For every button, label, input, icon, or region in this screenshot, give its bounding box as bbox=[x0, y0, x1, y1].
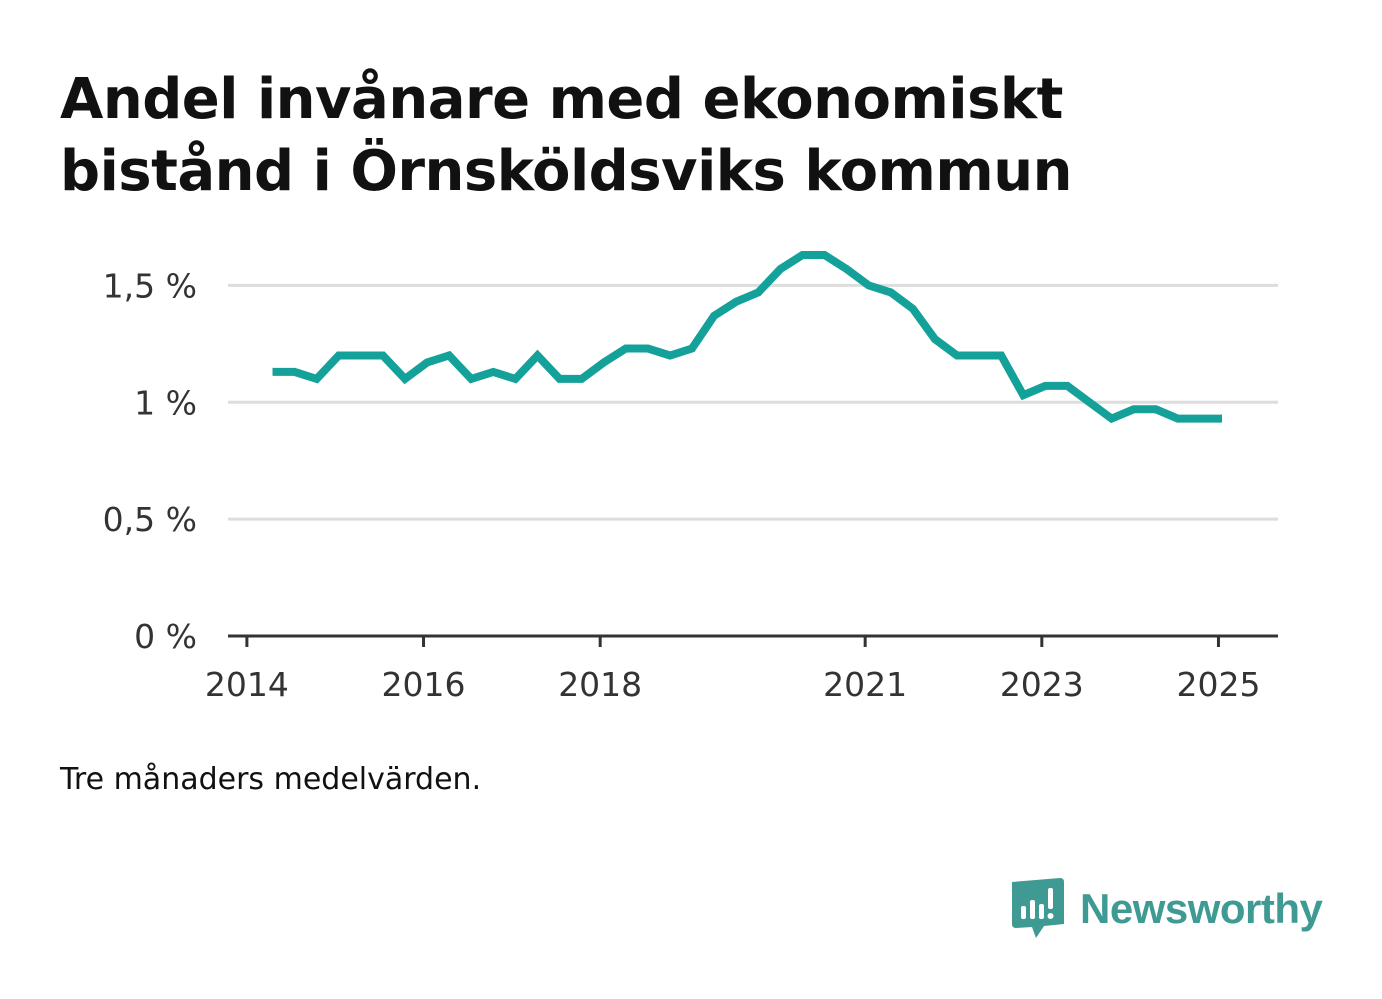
data-point bbox=[868, 285, 869, 286]
data-point bbox=[736, 301, 737, 302]
data-point bbox=[1111, 418, 1112, 419]
series-layer bbox=[272, 251, 1223, 424]
chart-footnote: Tre månaders medelvärden. bbox=[60, 762, 482, 797]
data-point bbox=[912, 308, 913, 309]
data-point bbox=[824, 255, 825, 256]
data-point bbox=[471, 378, 472, 379]
data-point bbox=[758, 292, 759, 293]
data-point bbox=[294, 371, 295, 372]
chart-title-line-1: Andel invånare med ekonomiskt bbox=[60, 67, 1063, 132]
data-point bbox=[802, 255, 803, 256]
data-point bbox=[670, 355, 671, 356]
data-point bbox=[338, 355, 339, 356]
data-point bbox=[1199, 418, 1200, 419]
data-point bbox=[537, 355, 538, 356]
data-point bbox=[1177, 418, 1178, 419]
data-point bbox=[360, 355, 361, 356]
data-point bbox=[603, 362, 604, 363]
data-point bbox=[647, 348, 648, 349]
series-line bbox=[272, 251, 1222, 424]
newsworthy-logo-icon bbox=[1012, 878, 1064, 938]
data-point bbox=[1089, 402, 1090, 403]
y-tick-label: 0,5 % bbox=[103, 500, 197, 539]
data-point bbox=[625, 348, 626, 349]
chart-title-line-2: bistånd i Örnsköldsviks kommun bbox=[60, 139, 1072, 204]
data-point bbox=[1155, 409, 1156, 410]
y-tick-label: 1,5 % bbox=[103, 266, 197, 305]
x-tick-label: 2016 bbox=[382, 665, 466, 704]
data-point bbox=[934, 339, 935, 340]
data-point bbox=[559, 378, 560, 379]
x-tick-label: 2014 bbox=[205, 665, 289, 704]
x-tick-label: 2021 bbox=[823, 665, 907, 704]
data-point bbox=[714, 315, 715, 316]
data-point bbox=[979, 355, 980, 356]
data-point bbox=[272, 371, 273, 372]
data-point bbox=[1023, 395, 1024, 396]
data-point bbox=[890, 292, 891, 293]
data-point bbox=[581, 378, 582, 379]
data-point bbox=[427, 362, 428, 363]
data-point bbox=[1133, 409, 1134, 410]
x-tick-label: 2025 bbox=[1176, 665, 1260, 704]
brand-logo: Newsworthy bbox=[1010, 876, 1323, 942]
brand-name: Newsworthy bbox=[1080, 885, 1323, 932]
y-axis-tick-labels: 0 % 0,5 % 1 % 1,5 % bbox=[103, 266, 197, 656]
data-point bbox=[1222, 418, 1223, 419]
data-point bbox=[449, 355, 450, 356]
data-point bbox=[405, 378, 406, 379]
grid-lines bbox=[228, 283, 1278, 521]
data-point bbox=[780, 269, 781, 270]
data-point bbox=[1067, 385, 1068, 386]
x-tick-label: 2018 bbox=[558, 665, 642, 704]
data-point bbox=[1045, 385, 1046, 386]
data-point bbox=[957, 355, 958, 356]
data-point bbox=[692, 348, 693, 349]
y-tick-label: 1 % bbox=[134, 383, 197, 422]
data-point bbox=[382, 355, 383, 356]
data-point bbox=[846, 269, 847, 270]
data-point bbox=[1001, 355, 1002, 356]
chart-title: Andel invånare med ekonomiskt bistånd i … bbox=[60, 64, 1320, 208]
data-point bbox=[493, 371, 494, 372]
data-point bbox=[316, 378, 317, 379]
x-axis-tick-labels: 2014 2016 2018 2021 2023 2025 bbox=[205, 665, 1261, 704]
data-point bbox=[515, 378, 516, 379]
x-tick-label: 2023 bbox=[1000, 665, 1084, 704]
x-axis-ticks bbox=[245, 636, 1220, 647]
y-tick-label: 0 % bbox=[134, 617, 197, 656]
